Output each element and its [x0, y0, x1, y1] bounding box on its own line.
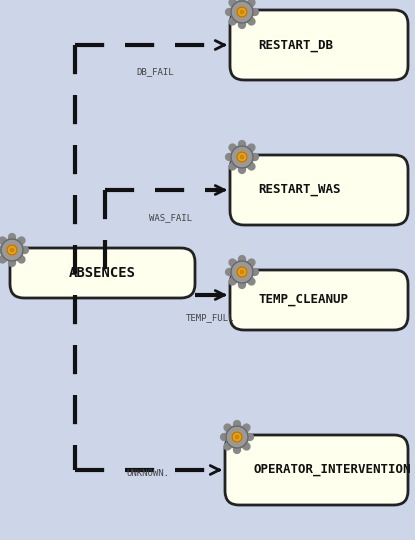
Text: RESTART_WAS: RESTART_WAS — [258, 184, 340, 197]
Circle shape — [7, 245, 17, 255]
Circle shape — [237, 152, 247, 162]
Text: TEMP_FULL: TEMP_FULL — [186, 314, 234, 322]
Circle shape — [240, 271, 244, 274]
Circle shape — [10, 248, 14, 252]
Circle shape — [237, 7, 247, 17]
Circle shape — [240, 10, 244, 14]
Circle shape — [231, 146, 253, 168]
Text: TEMP_CLEANUP: TEMP_CLEANUP — [258, 294, 348, 307]
Circle shape — [226, 426, 248, 448]
Text: ABSENCES: ABSENCES — [69, 266, 136, 280]
Circle shape — [237, 267, 247, 277]
Circle shape — [240, 156, 244, 159]
Circle shape — [235, 435, 239, 438]
Text: WAS_FAIL: WAS_FAIL — [149, 213, 191, 222]
Circle shape — [231, 1, 253, 23]
FancyBboxPatch shape — [10, 248, 195, 298]
FancyBboxPatch shape — [230, 155, 408, 225]
Circle shape — [1, 239, 23, 261]
Circle shape — [231, 261, 253, 283]
Circle shape — [232, 432, 242, 442]
FancyBboxPatch shape — [230, 10, 408, 80]
Text: OPERATOR_INTERVENTION: OPERATOR_INTERVENTION — [253, 463, 410, 476]
FancyBboxPatch shape — [230, 270, 408, 330]
Text: DB_FAIL: DB_FAIL — [136, 68, 174, 77]
FancyBboxPatch shape — [225, 435, 408, 505]
Text: RESTART_DB: RESTART_DB — [258, 38, 333, 51]
Text: UNKNOWN.: UNKNOWN. — [127, 469, 169, 478]
